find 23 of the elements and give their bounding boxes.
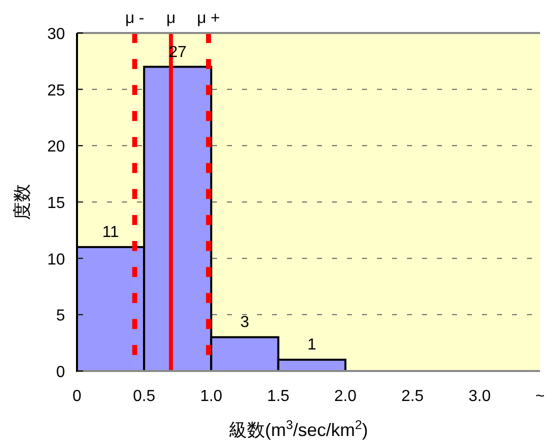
data-label: 1 (307, 336, 316, 354)
y-tick-label: 0 (56, 364, 66, 381)
x-axis-title: 級数(m$^{3}$/sec/km$^{2}$) (228, 418, 368, 440)
ref-line-label: μ (166, 10, 176, 27)
y-tick-label: 20 (47, 138, 66, 156)
x-tick-label: ~ (535, 388, 545, 405)
x-tick-label: 1.5 (267, 388, 290, 405)
y-tick-label: 5 (56, 308, 66, 325)
data-label: 3 (240, 314, 250, 332)
y-tick-label: 10 (47, 251, 66, 268)
x-tick-label: 0 (72, 388, 82, 405)
x-tick-label: 2.5 (401, 388, 424, 405)
y-tick-label: 30 (47, 26, 66, 43)
x-tick-label: 3.0 (468, 388, 491, 405)
x-tick-label: 0.5 (132, 388, 156, 405)
y-tick-label: 15 (47, 195, 66, 212)
y-tick-label: 25 (47, 82, 66, 100)
x-tick-label: 1.0 (200, 388, 222, 405)
ref-line-label: μ - (125, 10, 144, 27)
ref-line-label: μ + (197, 10, 220, 27)
y-axis-title: 度数 (12, 184, 32, 220)
x-tick-label: 2.0 (334, 388, 357, 405)
data-label: 11 (102, 224, 119, 242)
